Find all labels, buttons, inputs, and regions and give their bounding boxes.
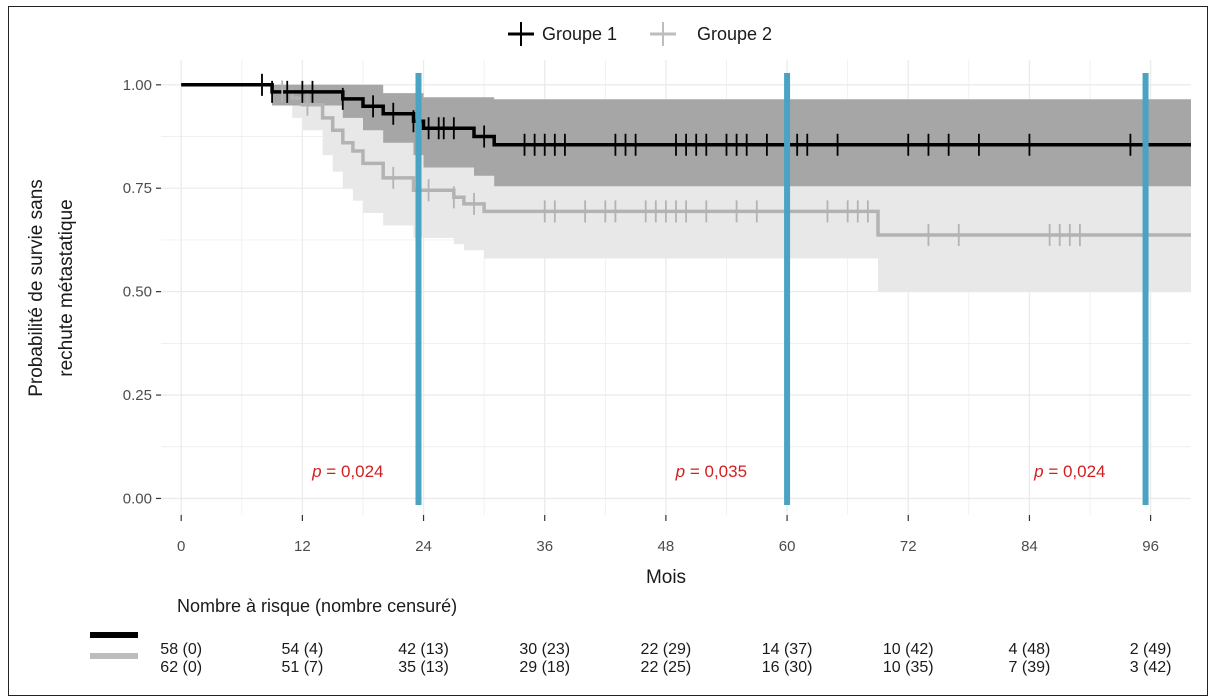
y-tick-label: 0.50	[123, 284, 152, 301]
y-tick-label: 1.00	[123, 77, 152, 94]
x-tick-label: 36	[536, 538, 553, 555]
risk-cell: 10 (42)	[883, 641, 934, 658]
x-tick-label: 60	[779, 538, 796, 555]
risk-key-groupe1	[90, 632, 138, 638]
y-tick-label: 0.00	[123, 490, 152, 507]
legend-label-groupe2: Groupe 2	[697, 24, 772, 44]
x-tick-label: 12	[294, 538, 311, 555]
p-value-annotation: p = 0,024	[1033, 462, 1105, 481]
legend-label-groupe1: Groupe 1	[542, 24, 617, 44]
risk-cell: 22 (29)	[641, 641, 692, 658]
kaplan-meier-chart: p = 0,024 p = 0,035 p = 0,024 0.00 0.25 0.50…	[26, 22, 1191, 676]
censor-marks	[261, 73, 1132, 246]
risk-cell: 10 (35)	[883, 659, 934, 676]
risk-cell: 35 (13)	[398, 659, 449, 676]
risk-cell: 4 (48)	[1009, 641, 1051, 658]
y-tick-label: 0.25	[123, 387, 152, 404]
risk-cell: 30 (23)	[519, 641, 570, 658]
survival-curves	[181, 83, 1191, 237]
risk-cell: 54 (4)	[281, 641, 323, 658]
risk-cell: 3 (42)	[1130, 659, 1172, 676]
risk-key-groupe2	[90, 653, 138, 659]
risk-cell: 2 (49)	[1130, 641, 1172, 658]
p-value-annotations: p = 0,024 p = 0,035 p = 0,024	[311, 462, 1105, 481]
axes: 0.00 0.25 0.50 0.75 1.00 0 12 24 36 48 60 72 84 96	[123, 77, 1159, 555]
reference-lines	[415, 73, 1149, 505]
risk-cell: 16 (30)	[762, 659, 813, 676]
risk-cell: 58 (0)	[160, 641, 202, 658]
risk-cell: 22 (25)	[641, 659, 692, 676]
x-axis-title: Mois	[646, 567, 686, 588]
km-curve-series-2	[181, 83, 1191, 237]
x-tick-label: 24	[415, 538, 432, 555]
risk-cell: 51 (7)	[281, 659, 323, 676]
risk-cell: 42 (13)	[398, 641, 449, 658]
x-tick-label: 96	[1142, 538, 1159, 555]
x-tick-label: 84	[1021, 538, 1038, 555]
risk-cell: 7 (39)	[1009, 659, 1051, 676]
x-tick-label: 48	[658, 538, 675, 555]
x-tick-label: 0	[177, 538, 185, 555]
y-axis-title-line1: Probabilité de survie sans	[26, 179, 47, 397]
risk-cell: 14 (37)	[762, 641, 813, 658]
risk-cell: 29 (18)	[519, 659, 570, 676]
legend: Groupe 1 Groupe 2	[508, 22, 772, 46]
risk-table: 58 (0) 54 (4) 42 (13) 30 (23) 22 (29) 14 (37)…	[160, 641, 1171, 676]
km-curve-series-1	[181, 83, 1191, 147]
y-tick-label: 0.75	[123, 180, 152, 197]
risk-cell: 62 (0)	[160, 659, 202, 676]
y-axis-title-line2: rechute métastatique	[56, 199, 77, 376]
risk-table-title: Nombre à risque (nombre censuré)	[177, 596, 457, 616]
p-value-annotation: p = 0,024	[311, 462, 383, 481]
p-value-annotation: p = 0,035	[675, 462, 747, 481]
x-tick-label: 72	[900, 538, 917, 555]
